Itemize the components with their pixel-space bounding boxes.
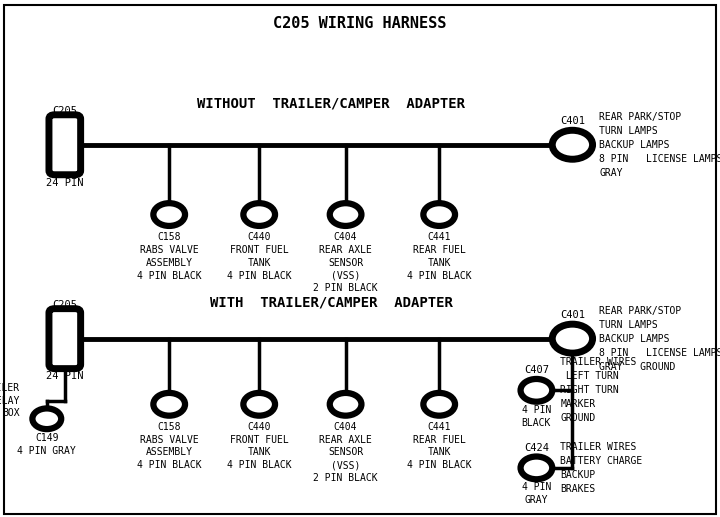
FancyBboxPatch shape bbox=[49, 309, 81, 369]
Circle shape bbox=[423, 203, 455, 226]
FancyBboxPatch shape bbox=[49, 115, 81, 175]
Text: C401: C401 bbox=[560, 116, 585, 126]
Circle shape bbox=[552, 324, 593, 353]
Circle shape bbox=[330, 203, 361, 226]
Circle shape bbox=[243, 393, 275, 416]
Text: TRAILER
RELAY
BOX: TRAILER RELAY BOX bbox=[0, 383, 20, 418]
Text: C441
REAR FUEL
TANK
4 PIN BLACK: C441 REAR FUEL TANK 4 PIN BLACK bbox=[407, 422, 472, 470]
Text: C158
RABS VALVE
ASSEMBLY
4 PIN BLACK: C158 RABS VALVE ASSEMBLY 4 PIN BLACK bbox=[137, 422, 202, 470]
Text: C205: C205 bbox=[53, 107, 77, 116]
Text: C404
REAR AXLE
SENSOR
(VSS)
2 PIN BLACK: C404 REAR AXLE SENSOR (VSS) 2 PIN BLACK bbox=[313, 422, 378, 483]
Circle shape bbox=[32, 408, 61, 429]
Text: C407: C407 bbox=[524, 366, 549, 375]
Text: WITH  TRAILER/CAMPER  ADAPTER: WITH TRAILER/CAMPER ADAPTER bbox=[210, 295, 453, 310]
Text: WITHOUT  TRAILER/CAMPER  ADAPTER: WITHOUT TRAILER/CAMPER ADAPTER bbox=[197, 96, 465, 111]
Text: C424: C424 bbox=[524, 443, 549, 453]
Circle shape bbox=[243, 203, 275, 226]
Text: REAR PARK/STOP
TURN LAMPS
BACKUP LAMPS
8 PIN   LICENSE LAMPS
GRAY   GROUND: REAR PARK/STOP TURN LAMPS BACKUP LAMPS 8… bbox=[599, 306, 720, 372]
Text: C440
FRONT FUEL
TANK
4 PIN BLACK: C440 FRONT FUEL TANK 4 PIN BLACK bbox=[227, 232, 292, 281]
Text: 4 PIN
BLACK: 4 PIN BLACK bbox=[522, 405, 551, 428]
Text: C401: C401 bbox=[560, 310, 585, 320]
Text: C440
FRONT FUEL
TANK
4 PIN BLACK: C440 FRONT FUEL TANK 4 PIN BLACK bbox=[227, 422, 292, 470]
Text: C404
REAR AXLE
SENSOR
(VSS)
2 PIN BLACK: C404 REAR AXLE SENSOR (VSS) 2 PIN BLACK bbox=[313, 232, 378, 293]
Circle shape bbox=[521, 457, 552, 479]
Text: TRAILER WIRES
BATTERY CHARGE
BACKUP
BRAKES: TRAILER WIRES BATTERY CHARGE BACKUP BRAK… bbox=[560, 442, 642, 494]
Text: TRAILER WIRES
 LEFT TURN
RIGHT TURN
MARKER
GROUND: TRAILER WIRES LEFT TURN RIGHT TURN MARKE… bbox=[560, 357, 636, 423]
Text: C205: C205 bbox=[53, 300, 77, 310]
Text: 24 PIN: 24 PIN bbox=[46, 371, 84, 381]
Text: C158
RABS VALVE
ASSEMBLY
4 PIN BLACK: C158 RABS VALVE ASSEMBLY 4 PIN BLACK bbox=[137, 232, 202, 281]
Text: 4 PIN
GRAY: 4 PIN GRAY bbox=[522, 482, 551, 505]
Circle shape bbox=[552, 130, 593, 159]
Text: 24 PIN: 24 PIN bbox=[46, 178, 84, 188]
Circle shape bbox=[330, 393, 361, 416]
Circle shape bbox=[423, 393, 455, 416]
Circle shape bbox=[153, 393, 185, 416]
Text: C441
REAR FUEL
TANK
4 PIN BLACK: C441 REAR FUEL TANK 4 PIN BLACK bbox=[407, 232, 472, 281]
Text: C149
4 PIN GRAY: C149 4 PIN GRAY bbox=[17, 433, 76, 455]
Text: REAR PARK/STOP
TURN LAMPS
BACKUP LAMPS
8 PIN   LICENSE LAMPS
GRAY: REAR PARK/STOP TURN LAMPS BACKUP LAMPS 8… bbox=[599, 112, 720, 178]
Circle shape bbox=[153, 203, 185, 226]
Circle shape bbox=[521, 379, 552, 402]
Text: C205 WIRING HARNESS: C205 WIRING HARNESS bbox=[274, 16, 446, 31]
